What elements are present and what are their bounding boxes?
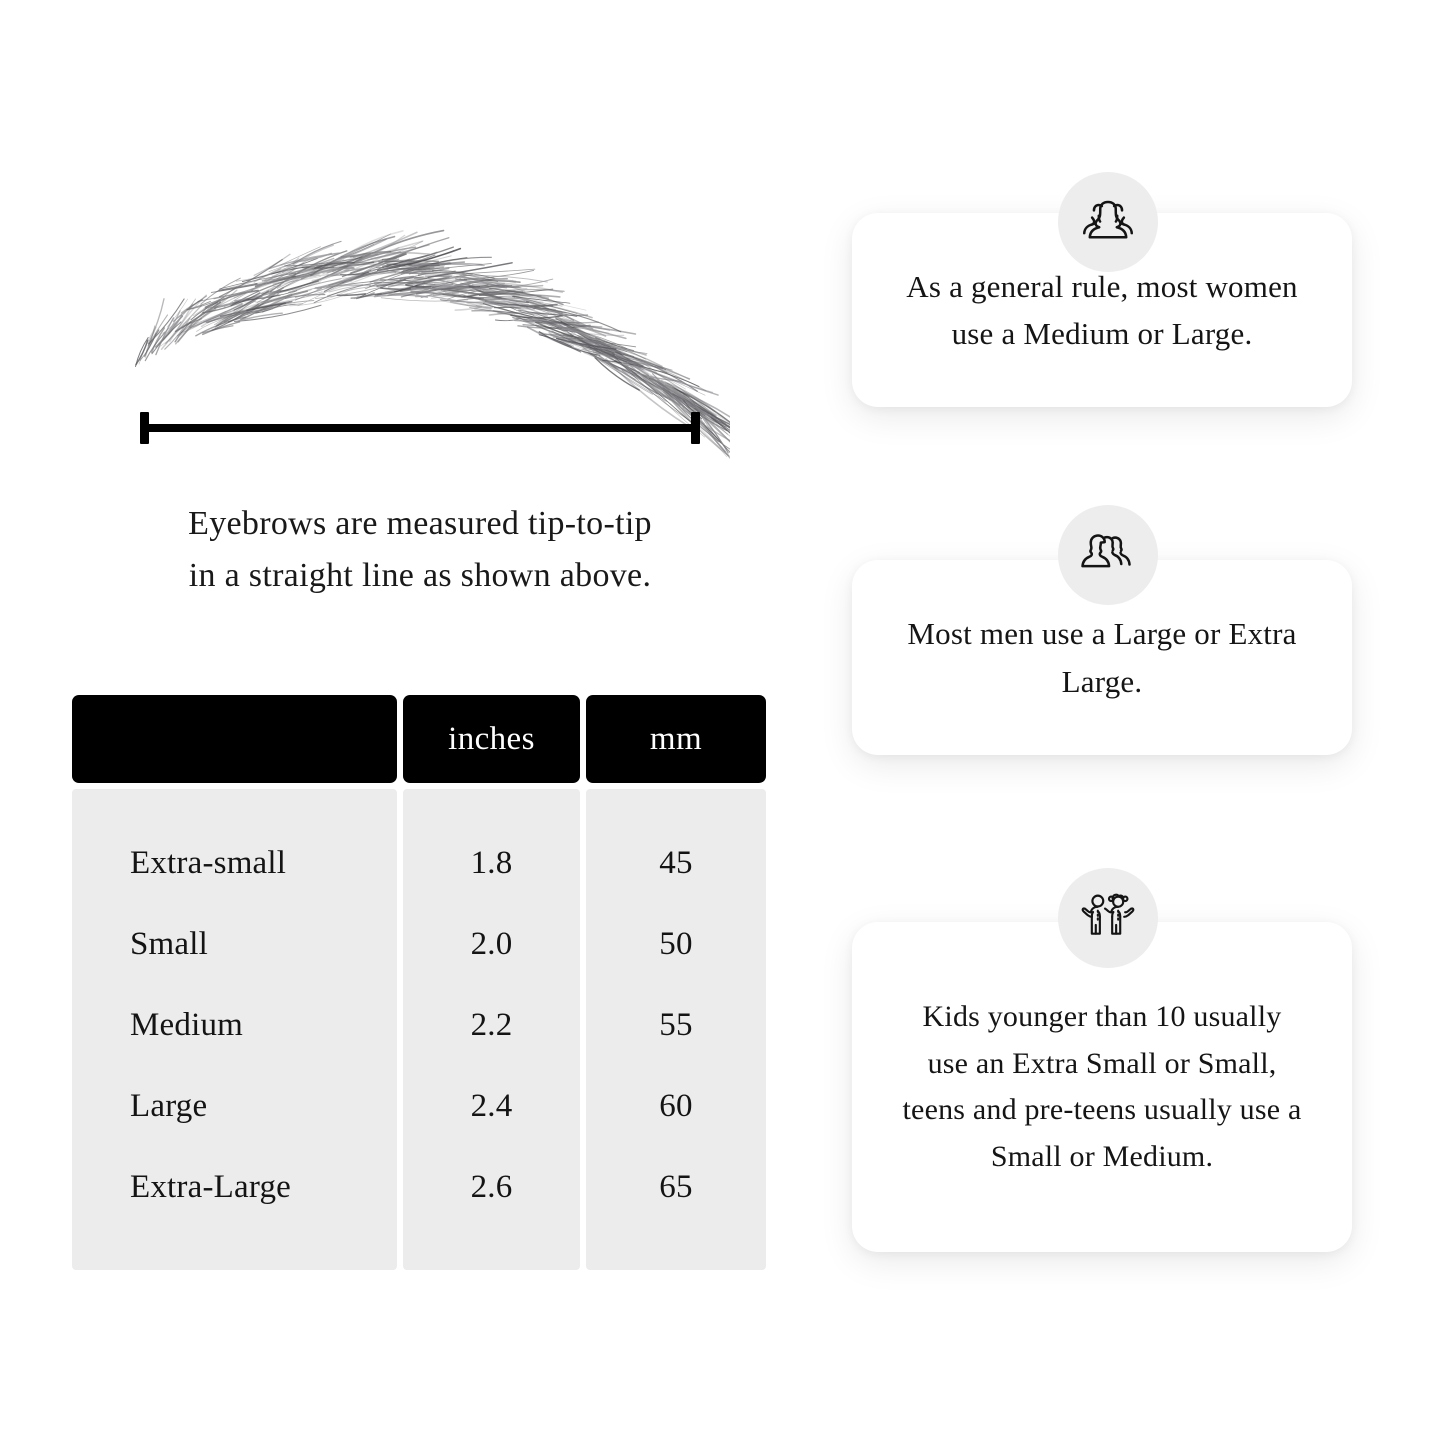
table-cell-mm: 60	[659, 1088, 693, 1124]
table-cell-mm: 65	[659, 1169, 693, 1205]
table-cell-size: Small	[130, 926, 209, 962]
measurement-caption: Eyebrows are measured tip-to-tip in a st…	[70, 498, 770, 601]
table-cell-inches: 2.2	[470, 1007, 513, 1043]
caption-line-1: Eyebrows are measured tip-to-tip	[188, 505, 652, 542]
two-kids-icon	[1058, 868, 1158, 968]
table-header-size	[72, 695, 397, 783]
info-card-text: Most men use a Large or Extra Large.	[907, 616, 1297, 699]
table-cell-inches: 2.4	[470, 1088, 513, 1124]
table-cell-mm: 45	[659, 845, 693, 881]
table-cell-inches: 2.6	[470, 1169, 513, 1205]
table-cell-size: Large	[130, 1088, 208, 1124]
caption-line-2: in a straight line as shown above.	[188, 556, 652, 594]
table-cell-size: Medium	[130, 1007, 244, 1043]
three-men-icon	[1058, 505, 1158, 605]
left-column: Eyebrows are measured tip-to-tip in a st…	[70, 229, 770, 1270]
table-cell-size: Extra-Large	[130, 1169, 291, 1205]
info-card-men: Most men use a Large or Extra Large.	[852, 560, 1352, 755]
table-column-mm: 45 50 55 60 65	[586, 789, 766, 1270]
table-body: Extra-small Small Medium Large Extra-Lar…	[72, 789, 766, 1270]
right-column: As a general rule, most women use a Medi…	[800, 0, 1445, 1445]
three-women-icon	[1058, 172, 1158, 272]
info-card-text: As a general rule, most women use a Medi…	[906, 268, 1298, 351]
size-table: inches mm Extra-small Small Medium Large…	[72, 695, 766, 1270]
table-column-size: Extra-small Small Medium Large Extra-Lar…	[72, 789, 397, 1270]
table-cell-size: Extra-small	[130, 845, 287, 881]
table-cell-inches: 2.0	[470, 926, 513, 962]
measurement-bar	[120, 400, 720, 460]
table-header-row: inches mm	[72, 695, 766, 783]
info-card-women: As a general rule, most women use a Medi…	[852, 213, 1352, 407]
table-cell-mm: 55	[659, 1007, 693, 1043]
table-header-mm: mm	[586, 695, 766, 783]
table-cell-mm: 50	[659, 926, 693, 962]
table-header-inches: inches	[403, 695, 580, 783]
table-cell-inches: 1.8	[470, 845, 513, 881]
info-card-kids: Kids younger than 10 usually use an Extr…	[852, 922, 1352, 1252]
info-card-text: Kids younger than 10 usually use an Extr…	[902, 1000, 1302, 1173]
table-column-inches: 1.8 2.0 2.2 2.4 2.6	[403, 789, 580, 1270]
